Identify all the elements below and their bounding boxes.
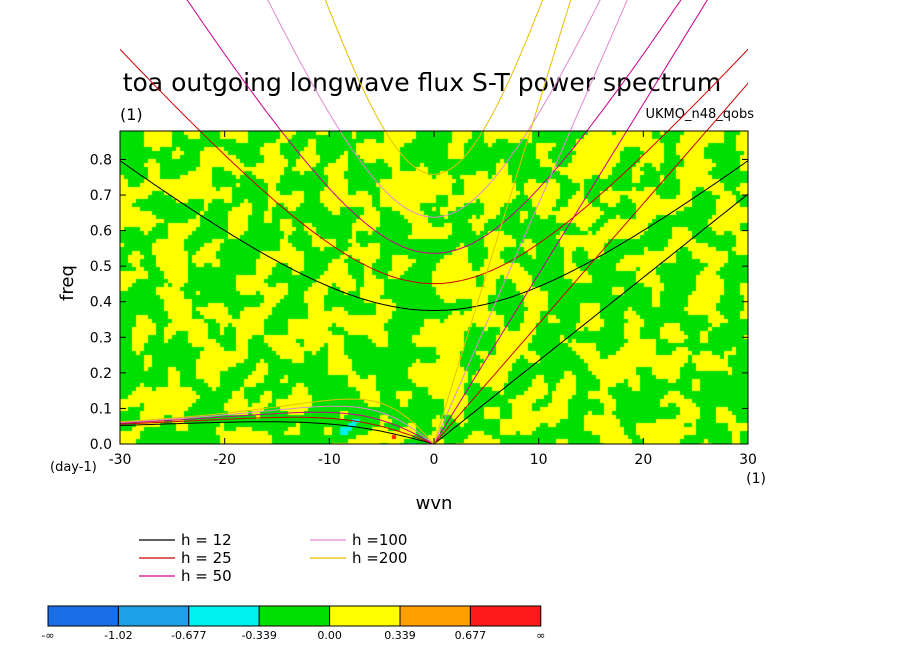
y-tick-label: 0.5 [90,259,112,275]
legend-label: h = 12 [181,531,232,549]
colorbar-label: 0.677 [455,629,487,642]
curve-200 [120,0,572,444]
colorbar-segment [329,605,401,627]
colorbar-segment [188,605,260,627]
y-tick-label: 0.1 [90,401,112,417]
x-tick-label: -30 [109,452,132,468]
x-tick-label: 10 [530,452,548,468]
legend-label: h = 50 [181,567,232,585]
y-tick-label: 0.6 [90,224,112,240]
curve-line [120,160,748,311]
legend-label: h =200 [352,549,407,567]
colorbar-label: 0.00 [317,629,342,642]
y-tick-label: 0.2 [90,366,112,382]
curve-line [324,0,544,175]
curve-line [433,0,628,444]
field-image [120,131,748,444]
curve-line [433,0,572,444]
colorbar-segment [117,605,190,627]
curve-line [433,193,748,444]
curve-line [267,0,601,218]
colorbar-label: -∞ [41,629,54,642]
colorbar-label: -0.677 [171,629,206,642]
y-axis: 0.0 0.1 0.2 0.3 0.4 0.5 0.6 0.7 0.8 [90,152,748,453]
spectrum-field [120,131,748,444]
curve-line [120,398,435,444]
curve-line [433,82,748,444]
curve-line [433,0,708,444]
y-tick-label: 0.4 [90,295,112,311]
y-tick-label: 0.3 [90,330,112,346]
x-axis: -30 -20 -10 0 10 20 30 [109,131,757,468]
x-tick-label: 0 [430,452,439,468]
x-tick-label: 30 [739,452,757,468]
legend-label: h = 25 [181,549,232,567]
legend-label: h =100 [352,531,407,549]
colorbar-label: -1.02 [104,629,132,642]
curve-12 [120,160,748,444]
curve-50 [120,0,708,444]
y-tick-label: 0.7 [90,188,112,204]
curve-100 [120,0,628,444]
chart-subtitle-right: UKMO_n48_qobs [645,107,754,122]
colorbar: -∞ -1.02 -0.677 -0.339 0.00 0.339 0.677 ∞ [41,605,545,642]
colorbar-segment [469,605,542,627]
y-tick-label: 0.8 [90,152,112,168]
chart-subtitle-left: (1) [120,105,143,124]
colorbar-segment [258,605,331,627]
curve-line [120,48,748,285]
curve-line [120,405,435,444]
y-tick-label: 0.0 [90,437,112,453]
dispersion-curves [120,0,748,444]
y-axis-label: freq [57,265,78,301]
colorbar-label: 0.339 [384,629,416,642]
chart-title: toa outgoing longwave flux S-T power spe… [123,68,722,97]
colorbar-label: -0.339 [241,629,276,642]
x-tick-label: -10 [318,452,341,468]
curve-line [120,416,435,444]
curve-line [120,421,435,444]
colorbar-label: ∞ [536,629,545,642]
colorbar-segment [399,605,471,627]
curve-line [186,0,682,254]
x-axis-label: wvn [416,493,453,514]
colorbar-segment [47,605,119,627]
x-axis-unit: (1) [746,471,766,487]
x-tick-label: 20 [634,452,652,468]
x-tick-label: -20 [213,452,236,468]
curve-25 [120,48,748,444]
y-axis-unit: (day-1) [50,460,97,475]
curve-line [120,411,435,444]
